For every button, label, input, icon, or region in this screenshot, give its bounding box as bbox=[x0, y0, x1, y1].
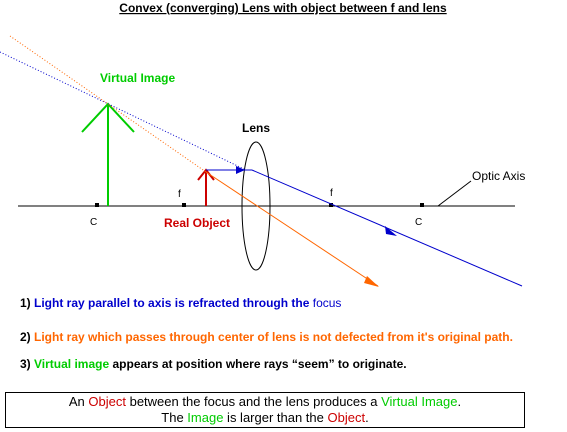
orange-ray-arrow bbox=[364, 276, 379, 287]
summary-line-1: An Object between the focus and the lens… bbox=[6, 394, 524, 410]
virtual-image-label: Virtual Image bbox=[100, 71, 175, 85]
c-right-marker bbox=[420, 203, 424, 207]
convex-lens bbox=[241, 141, 271, 271]
real-object-label: Real Object bbox=[164, 216, 230, 230]
optic-axis-leader bbox=[437, 180, 472, 207]
note-3: 3) Virtual image appears at position whe… bbox=[20, 357, 407, 371]
note-1-number: 1) bbox=[20, 296, 31, 310]
summary-virtual-image: Virtual Image bbox=[381, 394, 458, 409]
virtual-image-arrowhead bbox=[81, 102, 135, 133]
f-left-marker bbox=[182, 203, 186, 207]
f-left-label: f bbox=[178, 189, 181, 200]
summary-object-1: Object bbox=[88, 394, 126, 409]
note-2-text: Light ray which passes through center of… bbox=[34, 330, 513, 344]
optic-axis-label: Optic Axis bbox=[472, 169, 525, 183]
summary-1c: between the focus and the lens produces … bbox=[125, 394, 382, 409]
f-right-marker bbox=[329, 203, 333, 207]
summary-2c: is larger than the bbox=[223, 410, 328, 425]
note-1-highlight: focus bbox=[312, 296, 342, 310]
blue-ray-virtual-extension bbox=[0, 51, 247, 171]
note-2-number: 2) bbox=[20, 330, 31, 344]
summary-1e: . bbox=[457, 394, 462, 409]
orange-ray-through-center bbox=[205, 171, 379, 287]
f-right-label: f bbox=[330, 188, 333, 199]
c-left-label: C bbox=[90, 217, 97, 228]
note-3-number: 3) bbox=[20, 357, 31, 371]
note-3-highlight: Virtual image bbox=[34, 357, 110, 371]
summary-box: An Object between the focus and the lens… bbox=[5, 392, 525, 428]
lens-label: Lens bbox=[242, 121, 270, 135]
c-left-marker bbox=[95, 203, 99, 207]
summary-object-2: Object bbox=[327, 410, 366, 425]
note-2: 2) Light ray which passes through center… bbox=[20, 330, 513, 344]
summary-image: Image bbox=[187, 410, 224, 425]
summary-2a: The bbox=[161, 410, 188, 425]
summary-1a: An bbox=[68, 394, 89, 409]
blue-ray-refracted-arrow bbox=[385, 226, 397, 236]
note-1: 1) Light ray parallel to axis is refract… bbox=[20, 296, 341, 310]
note-3-text: appears at position where rays “seem” to… bbox=[109, 357, 407, 371]
blue-ray-incident-arrow bbox=[236, 166, 245, 174]
summary-2e: . bbox=[365, 410, 369, 425]
summary-line-2: The Image is larger than the Object. bbox=[6, 410, 524, 426]
note-1-text: Light ray parallel to axis is refracted … bbox=[34, 296, 313, 310]
diagram-title: Convex (converging) Lens with object bet… bbox=[119, 1, 447, 15]
orange-ray-virtual-extension bbox=[9, 35, 207, 173]
c-right-label: C bbox=[415, 217, 422, 228]
